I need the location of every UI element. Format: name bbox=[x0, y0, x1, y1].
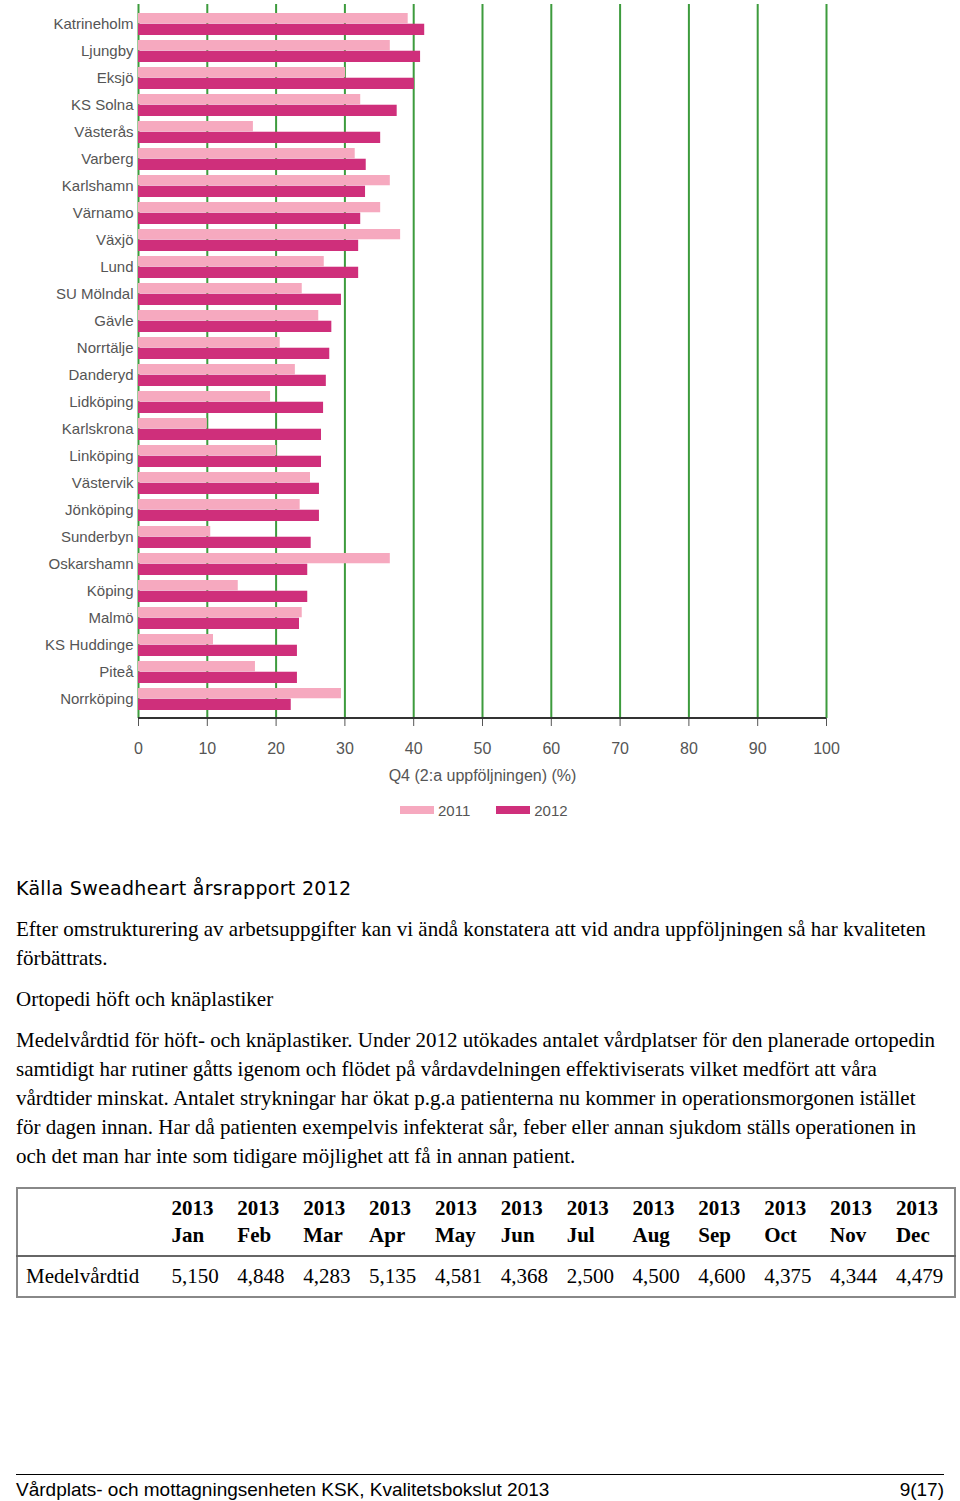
svg-text:Eksjö: Eksjö bbox=[97, 69, 134, 86]
svg-text:Norrköping: Norrköping bbox=[60, 690, 133, 707]
html-text:2013 Oct: 2013 Oct bbox=[764, 1196, 807, 1247]
html-text:4,375: 4,375 bbox=[764, 1264, 812, 1288]
svg-text:Linköping: Linköping bbox=[69, 447, 133, 464]
svg-text:Köping: Köping bbox=[87, 582, 134, 599]
svg-text:30: 30 bbox=[336, 740, 354, 757]
svg-text:Värnamo: Värnamo bbox=[73, 204, 134, 221]
html-text:Medelvårdtid: Medelvårdtid bbox=[26, 1264, 140, 1288]
html-text:Vårdplats- och mottagningsenhe: Vårdplats- och mottagningsenheten KSK, K… bbox=[16, 1479, 550, 1500]
svg-text:KS Huddinge: KS Huddinge bbox=[45, 636, 133, 653]
svg-text:Q4 (2:a uppföljningen) (%): Q4 (2:a uppföljningen) (%) bbox=[389, 767, 577, 784]
svg-text:KS Solna: KS Solna bbox=[71, 96, 134, 113]
html-text:4,368: 4,368 bbox=[500, 1264, 548, 1288]
svg-text:Lund: Lund bbox=[100, 258, 133, 275]
html-text:9(17): 9(17) bbox=[899, 1479, 944, 1500]
svg-text:Varberg: Varberg bbox=[81, 150, 133, 167]
svg-text:Katrineholm: Katrineholm bbox=[53, 15, 133, 32]
html-text:2013 Aug: 2013 Aug bbox=[632, 1196, 675, 1247]
svg-text:100: 100 bbox=[813, 740, 840, 757]
svg-text:20: 20 bbox=[267, 740, 285, 757]
html-text:2013 Apr: 2013 Apr bbox=[369, 1196, 412, 1247]
html-text:4,500: 4,500 bbox=[632, 1264, 680, 1288]
html-text:4,581: 4,581 bbox=[434, 1264, 483, 1288]
html-text:4,848: 4,848 bbox=[237, 1264, 285, 1288]
svg-text:Karlskrona: Karlskrona bbox=[62, 420, 134, 437]
html-text:Ortopedi höft och knäplastiker: Ortopedi höft och knäplastiker bbox=[16, 987, 274, 1011]
svg-text:Oskarshamn: Oskarshamn bbox=[48, 555, 133, 572]
html-text:Källa Sweadheart årsrapport 20: Källa Sweadheart årsrapport 2012 bbox=[16, 877, 352, 899]
html-text:5,150: 5,150 bbox=[171, 1264, 219, 1288]
html-text:2013 Nov: 2013 Nov bbox=[830, 1196, 873, 1247]
svg-text:80: 80 bbox=[680, 740, 698, 757]
html-text:4,344: 4,344 bbox=[830, 1264, 878, 1288]
svg-text:Västerås: Västerås bbox=[74, 123, 133, 140]
html-text:2013 Jan: 2013 Jan bbox=[171, 1196, 214, 1247]
svg-text:Växjö: Växjö bbox=[96, 231, 134, 248]
svg-text:Sunderbyn: Sunderbyn bbox=[61, 528, 134, 545]
html-text:2013 Feb: 2013 Feb bbox=[237, 1196, 280, 1247]
html-text:2,500: 2,500 bbox=[566, 1264, 614, 1288]
html-text:2011: 2011 bbox=[438, 801, 471, 819]
svg-text:Västervik: Västervik bbox=[72, 474, 134, 491]
svg-text:50: 50 bbox=[474, 740, 492, 757]
html-text:2013 Jul: 2013 Jul bbox=[566, 1196, 609, 1247]
svg-text:10: 10 bbox=[198, 740, 216, 757]
html-text:4,479: 4,479 bbox=[895, 1264, 944, 1288]
svg-text:0: 0 bbox=[134, 740, 143, 757]
svg-text:Jönköping: Jönköping bbox=[65, 501, 133, 518]
svg-text:Karlshamn: Karlshamn bbox=[62, 177, 134, 194]
svg-text:90: 90 bbox=[749, 740, 767, 757]
html-text:2013 Jun: 2013 Jun bbox=[500, 1196, 543, 1247]
html-text:2013 May: 2013 May bbox=[434, 1196, 477, 1247]
svg-text:Lidköping: Lidköping bbox=[69, 393, 133, 410]
html-text:2012: 2012 bbox=[534, 801, 568, 819]
svg-text:40: 40 bbox=[405, 740, 423, 757]
svg-text:Norrtälje: Norrtälje bbox=[77, 339, 134, 356]
svg-text:70: 70 bbox=[611, 740, 629, 757]
svg-text:Malmö: Malmö bbox=[88, 609, 133, 626]
html-text:4,283: 4,283 bbox=[303, 1264, 351, 1288]
html-text:2013 Dec: 2013 Dec bbox=[895, 1196, 938, 1247]
svg-text:SU Mölndal: SU Mölndal bbox=[56, 285, 134, 302]
html-text:Efter omstrukturering av arbet: Efter omstrukturering av arbetsuppgifter… bbox=[16, 917, 926, 970]
html-text:5,135: 5,135 bbox=[369, 1264, 417, 1288]
html-text:2013 Sep: 2013 Sep bbox=[698, 1196, 741, 1247]
svg-text:60: 60 bbox=[542, 740, 560, 757]
svg-text:Ljungby: Ljungby bbox=[81, 42, 134, 59]
svg-text:Danderyd: Danderyd bbox=[68, 366, 133, 383]
html-text:2013 Mar: 2013 Mar bbox=[303, 1196, 346, 1247]
html-text:Medelvårdtid för höft- och knä: Medelvårdtid för höft- och knäplastiker.… bbox=[16, 1028, 935, 1168]
html-text:4,600: 4,600 bbox=[698, 1264, 746, 1288]
svg-text:Gävle: Gävle bbox=[94, 312, 133, 329]
svg-text:Piteå: Piteå bbox=[99, 663, 134, 680]
